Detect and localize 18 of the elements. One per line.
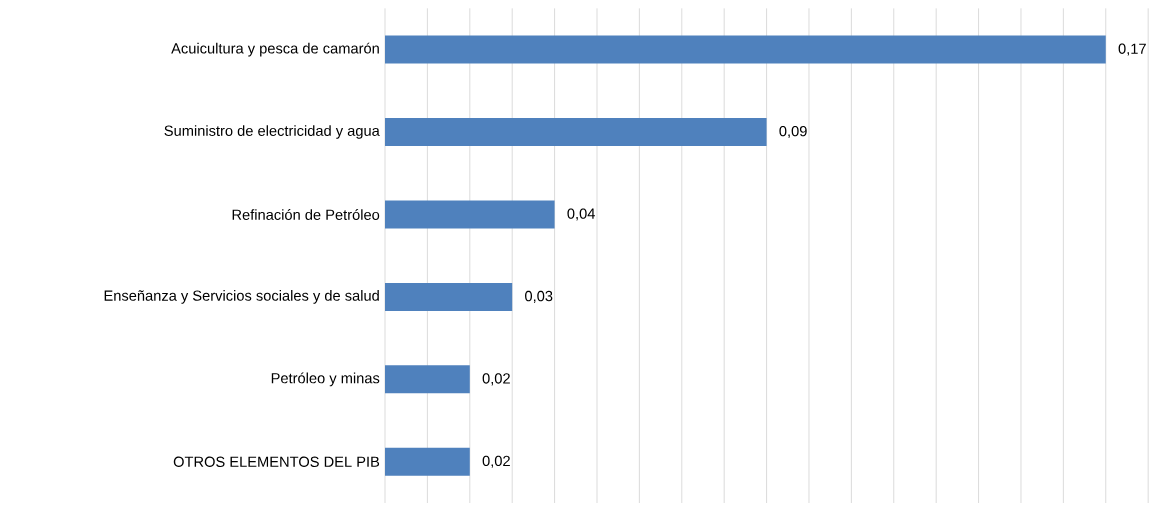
y-tick-label: OTROS ELEMENTOS DEL PIB (173, 456, 380, 467)
bar (385, 200, 555, 229)
data-label: 0,04 (567, 208, 595, 221)
data-label: 0,09 (779, 125, 807, 139)
bar (385, 447, 470, 476)
y-tick-label: Suministro de electricidad y agua (164, 125, 380, 139)
bar (385, 35, 1106, 64)
y-tick-label: Acuicultura y pesca de camarón (171, 42, 379, 57)
y-tick-label: Petróleo y minas (271, 372, 380, 387)
bar (385, 282, 513, 311)
bar (385, 365, 470, 394)
y-tick-label: Enseñanza y Servicios sociales y de salud (104, 290, 379, 304)
data-label: 0,17 (1118, 43, 1146, 56)
data-label: 0,03 (525, 290, 553, 303)
data-label: 0,02 (482, 455, 510, 468)
y-tick-label: Refinación de Petróleo (232, 208, 380, 220)
data-label: 0,02 (482, 373, 510, 386)
bar (385, 118, 767, 146)
